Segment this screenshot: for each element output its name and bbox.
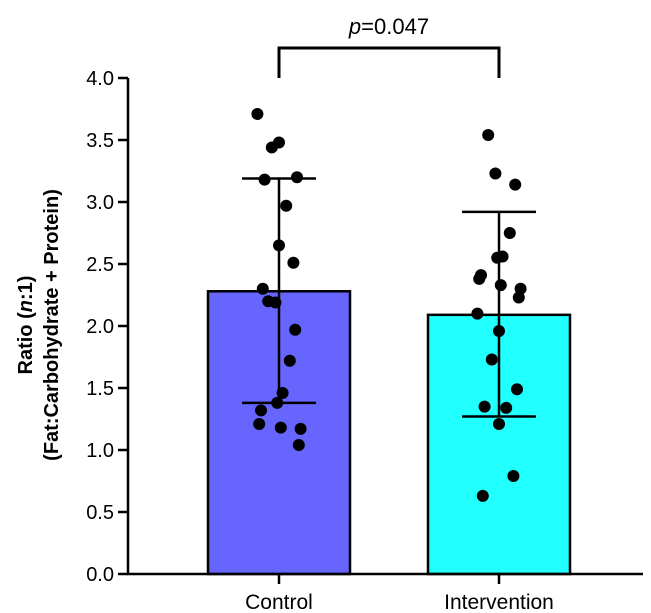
data-point: [283, 354, 296, 367]
y-tick-label: 4.0: [86, 68, 114, 90]
y-tick-label: 2.5: [86, 254, 114, 276]
data-point: [482, 129, 495, 142]
data-point: [255, 404, 267, 417]
data-point: [476, 489, 489, 502]
y-axis-label-line2: (Fat:Carbohydrate + Protein): [41, 189, 63, 461]
y-tick-label: 3.5: [86, 130, 114, 152]
data-point: [494, 279, 507, 292]
x-tick-label-intervention: Intervention: [444, 591, 554, 613]
data-point: [511, 383, 523, 396]
y-tick-label: 0.5: [86, 502, 114, 524]
p-value-symbol: p: [348, 14, 361, 39]
data-point: [294, 422, 307, 435]
data-point: [507, 470, 520, 483]
y-tick-label: 0.0: [86, 564, 114, 586]
plot-area: 0.0 0.5 1.0 1.5 2.0 2.5 3.0 3.5 4.0 Control Interv…: [86, 14, 643, 613]
data-point: [256, 282, 269, 295]
data-point: [473, 272, 486, 285]
data-point: [253, 417, 266, 430]
data-point: [509, 178, 522, 191]
data-point: [251, 107, 264, 120]
y-tick-label: 3.0: [86, 192, 114, 214]
y-tick-label: 1.0: [86, 440, 114, 462]
p-value-number: =0.047: [361, 14, 429, 39]
x-tick-label-control: Control: [245, 591, 313, 613]
data-point: [500, 401, 513, 414]
significance-bracket: [277, 46, 501, 78]
data-point: [471, 307, 484, 320]
data-point: [489, 167, 502, 180]
data-point: [287, 256, 300, 269]
y-axis-label: Ratio (n:1) (Fat:Carbohydrate + Protein): [15, 189, 63, 461]
y-axis-label-part2: :1): [15, 276, 37, 300]
y-tick-label: 1.5: [86, 378, 114, 400]
data-point: [274, 421, 287, 434]
y-axis-label-italic: n: [15, 300, 37, 312]
y-axis-label-part1: Ratio (: [15, 312, 37, 375]
data-point: [265, 141, 278, 154]
svg-text:Ratio (n:1): Ratio (n:1): [15, 276, 37, 375]
data-point: [289, 323, 302, 336]
data-point: [478, 400, 491, 413]
data-point: [292, 439, 305, 452]
data-point: [503, 227, 516, 239]
data-point: [512, 291, 525, 304]
y-tick-label: 2.0: [86, 316, 114, 338]
data-point: [491, 251, 504, 264]
data-point: [485, 353, 498, 366]
p-value-label: p=0.047: [348, 14, 429, 39]
data-point: [493, 417, 505, 430]
data-point: [280, 199, 293, 212]
